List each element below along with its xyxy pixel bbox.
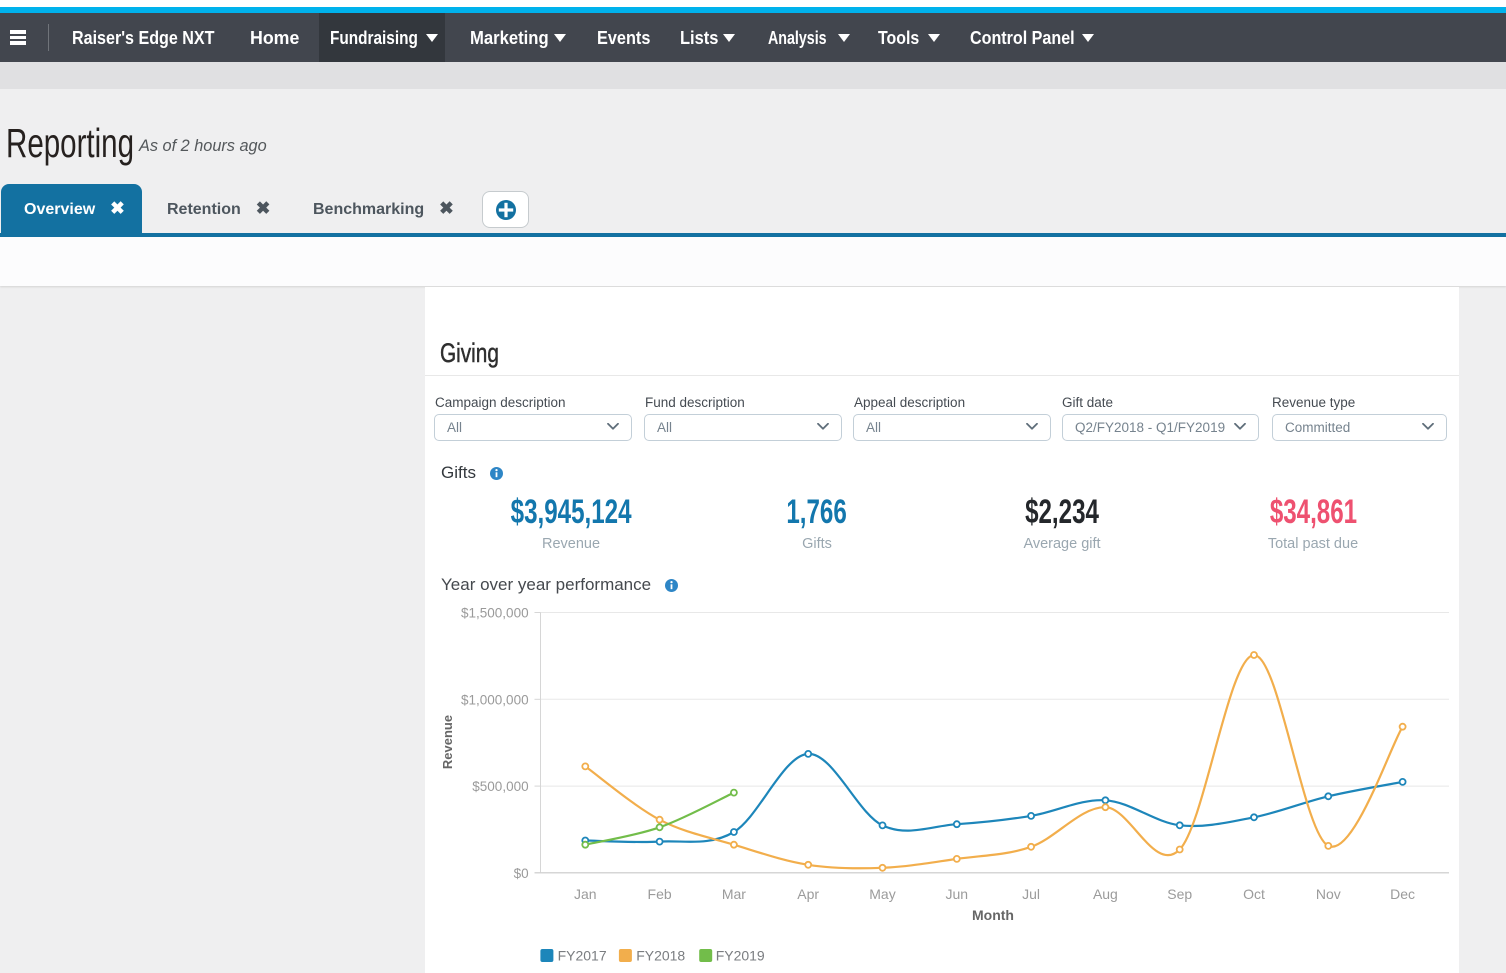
svg-text:Jun: Jun [946, 886, 969, 902]
svg-text:Feb: Feb [648, 886, 672, 902]
svg-text:FY2018: FY2018 [636, 948, 685, 964]
svg-text:$0: $0 [514, 866, 529, 881]
svg-text:$1,500,000: $1,500,000 [461, 606, 529, 621]
svg-text:Apr: Apr [797, 886, 819, 902]
svg-text:Mar: Mar [722, 886, 746, 902]
svg-text:Jul: Jul [1022, 886, 1040, 902]
svg-text:Aug: Aug [1093, 886, 1118, 902]
svg-text:Dec: Dec [1390, 886, 1415, 902]
svg-text:FY2017: FY2017 [558, 948, 607, 964]
svg-text:$500,000: $500,000 [472, 779, 528, 794]
svg-text:Jan: Jan [574, 886, 597, 902]
svg-text:Month: Month [972, 907, 1014, 923]
svg-text:Sep: Sep [1167, 886, 1192, 902]
svg-text:May: May [869, 886, 895, 902]
svg-text:Revenue: Revenue [440, 715, 455, 769]
svg-text:Oct: Oct [1243, 886, 1265, 902]
svg-text:Nov: Nov [1316, 886, 1341, 902]
svg-text:FY2019: FY2019 [716, 948, 765, 964]
svg-text:$1,000,000: $1,000,000 [461, 692, 529, 707]
